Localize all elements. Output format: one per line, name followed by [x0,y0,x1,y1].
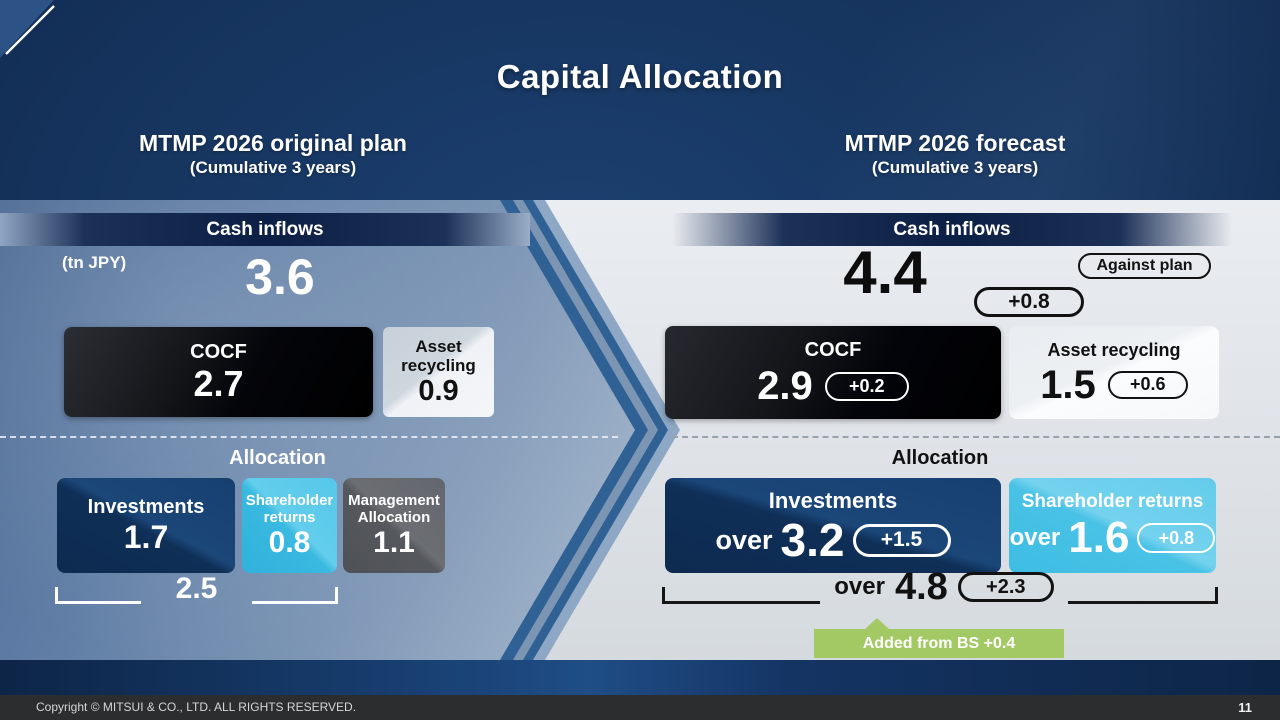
unit-label: (tn JPY) [62,253,127,272]
right-asset-recycling-value: 1.5 [1040,362,1096,407]
page-title: Capital Allocation [496,58,784,95]
bracket-segment-right [252,587,338,604]
left-investments-label: Investments [87,495,205,518]
right-cocf-label: COCF [804,339,862,361]
left-plan-title: MTMP 2026 original plan [139,130,407,156]
right-column-header: MTMP 2026 forecast (Cumulative 3 years) [755,129,1155,179]
left-shareholder-returns-label: Shareholder returns [245,491,334,526]
right-plan-subtitle: (Cumulative 3 years) [871,158,1039,177]
right-investments-over: over [715,524,773,555]
left-subtotal-value: 2.5 [175,572,218,605]
left-cocf-box: COCF 2.7 [64,327,373,417]
right-total-group: over 4.8 +2.3 [820,568,1068,606]
right-cash-inflows-total: 4.4 [843,239,927,306]
added-from-bs-callout: Added from BS +0.4 [814,629,1064,658]
right-dashed-divider [672,436,1280,438]
right-total-delta-pill: +2.3 [957,572,1054,602]
left-management-allocation-box: Management Allocation 1.1 [343,478,445,573]
copyright-text: Copyright © MITSUI & CO., LTD. ALL RIGHT… [36,700,357,714]
right-allocation-header: Allocation [891,447,989,469]
left-allocation-header: Allocation [229,447,326,469]
right-investments-label: Investments [768,487,898,513]
against-plan-pill: Against plan [1078,253,1211,279]
left-cocf-value: 2.7 [193,362,244,404]
right-cash-inflows-header: Cash inflows [672,213,1232,246]
left-subtotal-bracket: 2.5 [55,572,338,605]
right-cocf-value: 2.9 [757,364,813,408]
right-shareholder-returns-over: over [1009,524,1061,552]
right-cocf-box: COCF 2.9 +0.2 [665,326,1001,419]
right-plan-title: MTMP 2026 forecast [844,130,1066,156]
footer: Copyright © MITSUI & CO., LTD. ALL RIGHT… [0,695,1280,720]
left-shareholder-returns-box: Shareholder returns 0.8 [242,478,337,573]
right-shareholder-returns-box: Shareholder returns over 1.6 +0.8 [1009,478,1216,573]
left-plan-subtitle: (Cumulative 3 years) [189,158,357,177]
left-asset-recycling-value: 0.9 [418,374,459,407]
left-asset-recycling-box: Asset recycling 0.9 [383,327,494,417]
right-asset-recycling-label: Asset recycling [1047,340,1181,361]
content-band: Cash inflows (tn JPY) 3.6 COCF 2.7 Asset… [0,200,1280,660]
left-cash-inflows-header: Cash inflows [0,213,530,246]
bottom-accent-strip [0,660,1280,695]
cash-inflows-delta-pill: +0.8 [974,287,1084,317]
right-shareholder-returns-delta-pill: +0.8 [1137,523,1216,554]
left-column-header: MTMP 2026 original plan (Cumulative 3 ye… [38,129,508,179]
callout-pointer [864,618,890,630]
right-asset-recycling-delta-pill: +0.6 [1107,370,1188,399]
right-shareholder-returns-value: 1.6 [1068,513,1130,563]
left-management-allocation-label: Management Allocation [348,491,440,526]
left-shareholder-returns-value: 0.8 [268,526,311,560]
right-total-bracket: over 4.8 +2.3 [662,568,1218,606]
left-investments-value: 1.7 [123,518,169,555]
plan-arrow-body [0,200,635,660]
left-investments-box: Investments 1.7 [57,478,235,573]
left-dashed-divider [0,436,618,438]
page-number: 11 [1238,700,1252,715]
bracket-segment-right [1068,587,1218,604]
left-cocf-label: COCF [190,340,247,363]
bracket-segment-left [662,587,820,604]
right-asset-recycling-box: Asset recycling 1.5 +0.6 [1009,326,1219,419]
right-investments-box: Investments over 3.2 +1.5 [665,478,1001,573]
right-shareholder-returns-label: Shareholder returns [1021,490,1204,512]
left-management-allocation-value: 1.1 [373,526,415,560]
right-investments-value: 3.2 [780,514,845,567]
left-cash-inflows-total: 3.6 [245,249,315,305]
right-total-value: 4.8 [894,566,948,608]
bracket-segment-left [55,587,141,604]
corner-accent [0,0,55,58]
right-investments-delta-pill: +1.5 [852,523,951,557]
left-asset-recycling-label: Asset recycling [401,336,476,376]
right-total-over: over [834,573,885,600]
right-cocf-delta-pill: +0.2 [824,371,909,401]
